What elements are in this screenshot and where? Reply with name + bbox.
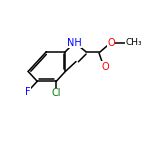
Text: O: O [107,38,115,48]
Text: NH: NH [67,38,82,48]
Text: CH₃: CH₃ [125,38,142,47]
Text: Cl: Cl [52,88,61,98]
Text: F: F [24,87,30,97]
Text: O: O [102,62,109,72]
